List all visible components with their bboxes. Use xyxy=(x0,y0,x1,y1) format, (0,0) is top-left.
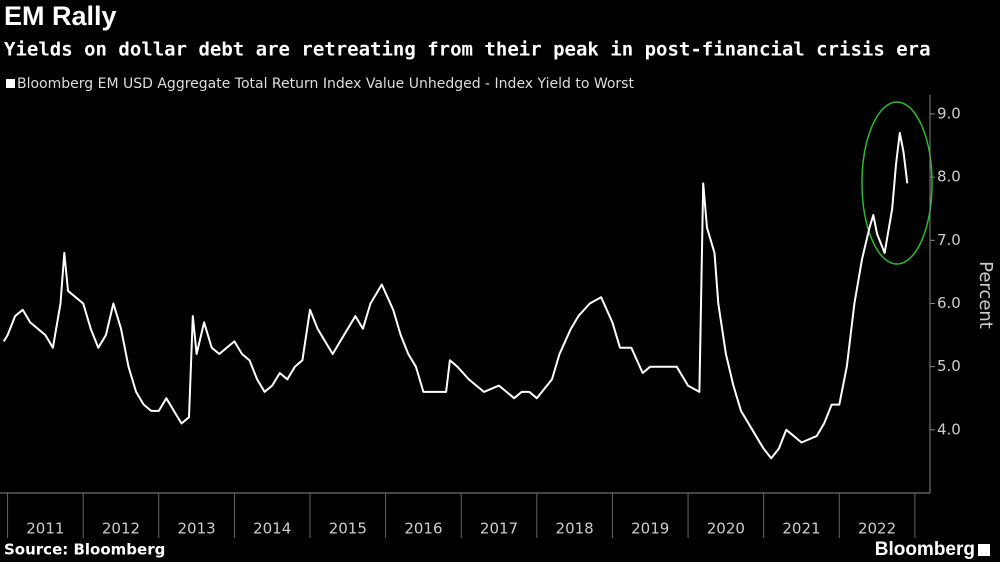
y-tick-label: 9.0 xyxy=(937,104,961,122)
x-tick-label: 2011 xyxy=(26,520,64,538)
x-tick-label: 2012 xyxy=(102,520,140,538)
y-tick-label: 8.0 xyxy=(937,168,961,186)
x-tick-label: 2014 xyxy=(253,520,291,538)
x-tick-label: 2015 xyxy=(329,520,367,538)
x-tick-label: 2016 xyxy=(404,520,442,538)
x-tick-label: 2018 xyxy=(556,520,594,538)
series-line xyxy=(2,131,909,460)
source: Source: Bloomberg xyxy=(4,541,165,559)
y-tick-label: 6.0 xyxy=(937,294,961,312)
y-tick-label: 5.0 xyxy=(937,357,961,375)
x-tick-label: 2019 xyxy=(631,520,669,538)
chart-title: EM Rally xyxy=(4,1,117,31)
x-tick-label: 2020 xyxy=(707,520,745,538)
chart-subtitle: Yields on dollar debt are retreating fro… xyxy=(4,39,931,61)
brand-icon xyxy=(978,544,990,556)
x-tick-label: 2013 xyxy=(177,520,215,538)
x-tick-label: 2017 xyxy=(480,520,518,538)
legend-label: Bloomberg EM USD Aggregate Total Return … xyxy=(17,76,634,92)
legend-swatch xyxy=(6,79,15,88)
y-axis-label: Percent xyxy=(975,261,996,329)
highlight-ellipse xyxy=(861,101,933,265)
x-tick-label: 2021 xyxy=(782,520,820,538)
y-tick-label: 4.0 xyxy=(937,420,961,438)
y-tick-label: 7.0 xyxy=(937,231,961,249)
x-tick-label: 2022 xyxy=(858,520,896,538)
brand: Bloomberg xyxy=(875,539,975,560)
